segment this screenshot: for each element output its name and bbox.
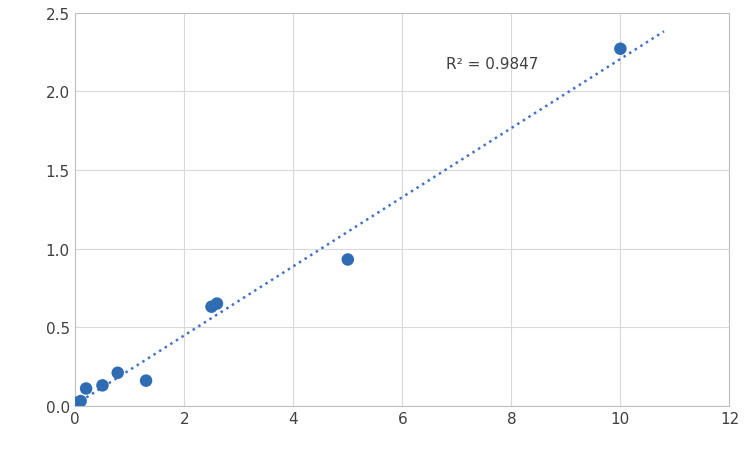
Point <box>96 382 108 389</box>
Point <box>614 46 626 53</box>
Point <box>211 300 223 308</box>
Point <box>112 369 124 377</box>
Text: R² = 0.9847: R² = 0.9847 <box>446 57 538 72</box>
Point <box>80 385 92 392</box>
Point <box>140 377 152 384</box>
Point <box>72 399 84 406</box>
Point <box>205 304 217 311</box>
Point <box>341 256 353 263</box>
Point <box>74 398 86 405</box>
